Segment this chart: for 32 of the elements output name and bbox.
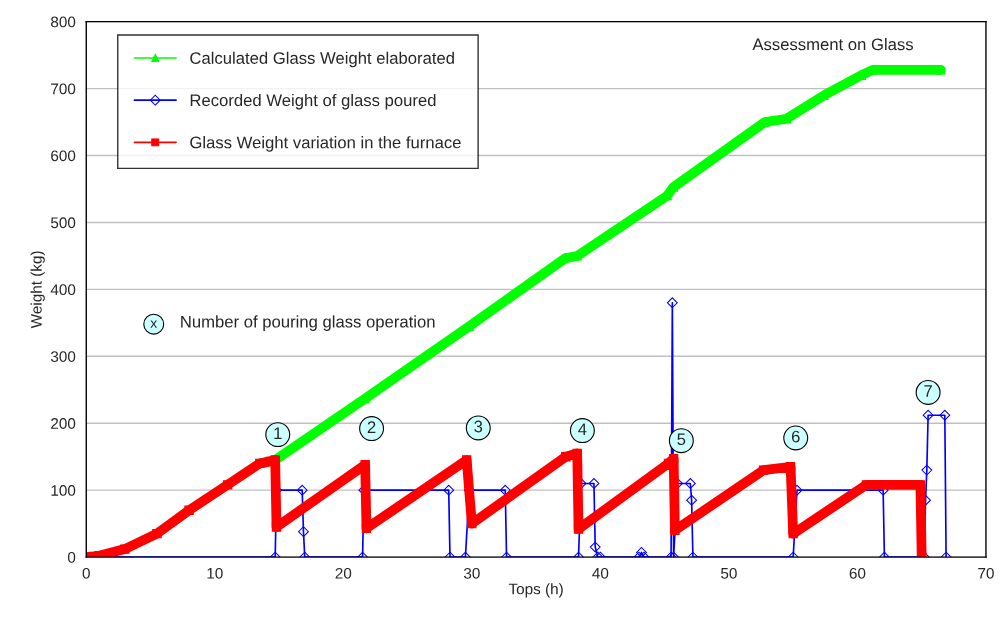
y-tick-label: 100	[51, 485, 76, 496]
annotation: 6	[791, 430, 800, 443]
legend-label: Recorded Weight of glass poured	[190, 93, 436, 110]
x-axis-title: Tops (h)	[508, 583, 563, 598]
annotation: x	[150, 320, 158, 328]
y-tick-label: 700	[51, 83, 76, 95]
x-tick-label: 50	[721, 567, 737, 579]
x-tick-label: 70	[978, 567, 994, 579]
y-tick-label: 300	[50, 351, 76, 362]
y-tick-label: 0	[67, 551, 76, 563]
y-tick-label: 200	[51, 418, 76, 429]
legend-label: Calculated Glass Weight elaborated	[190, 51, 454, 68]
annotation: 3	[474, 420, 483, 433]
x-tick-label: 60	[849, 567, 866, 579]
y-tick-label: 800	[51, 16, 76, 28]
annotation: 2	[367, 421, 376, 433]
legend-label: Glass Weight variation in the furnace	[190, 136, 461, 152]
text: Assessment on Glass	[752, 37, 913, 51]
annotation: 5	[677, 433, 686, 446]
x-tick-label: 40	[592, 567, 609, 579]
annotation: 4	[578, 423, 587, 435]
y-tick-label: 500	[50, 217, 76, 229]
x-tick-label: 10	[207, 567, 223, 579]
y-axis-title: Weight (kg)	[30, 251, 45, 329]
x-tick-label: 0	[82, 567, 90, 579]
x-tick-label: 20	[335, 567, 352, 579]
y-tick-label: 400	[50, 284, 76, 296]
annotation: 7	[924, 385, 932, 397]
annotation: 1	[274, 427, 282, 439]
y-tick-label: 600	[51, 150, 76, 162]
annotation: Number of pouring glass operation	[181, 315, 435, 331]
x-tick-label: 30	[463, 567, 480, 579]
